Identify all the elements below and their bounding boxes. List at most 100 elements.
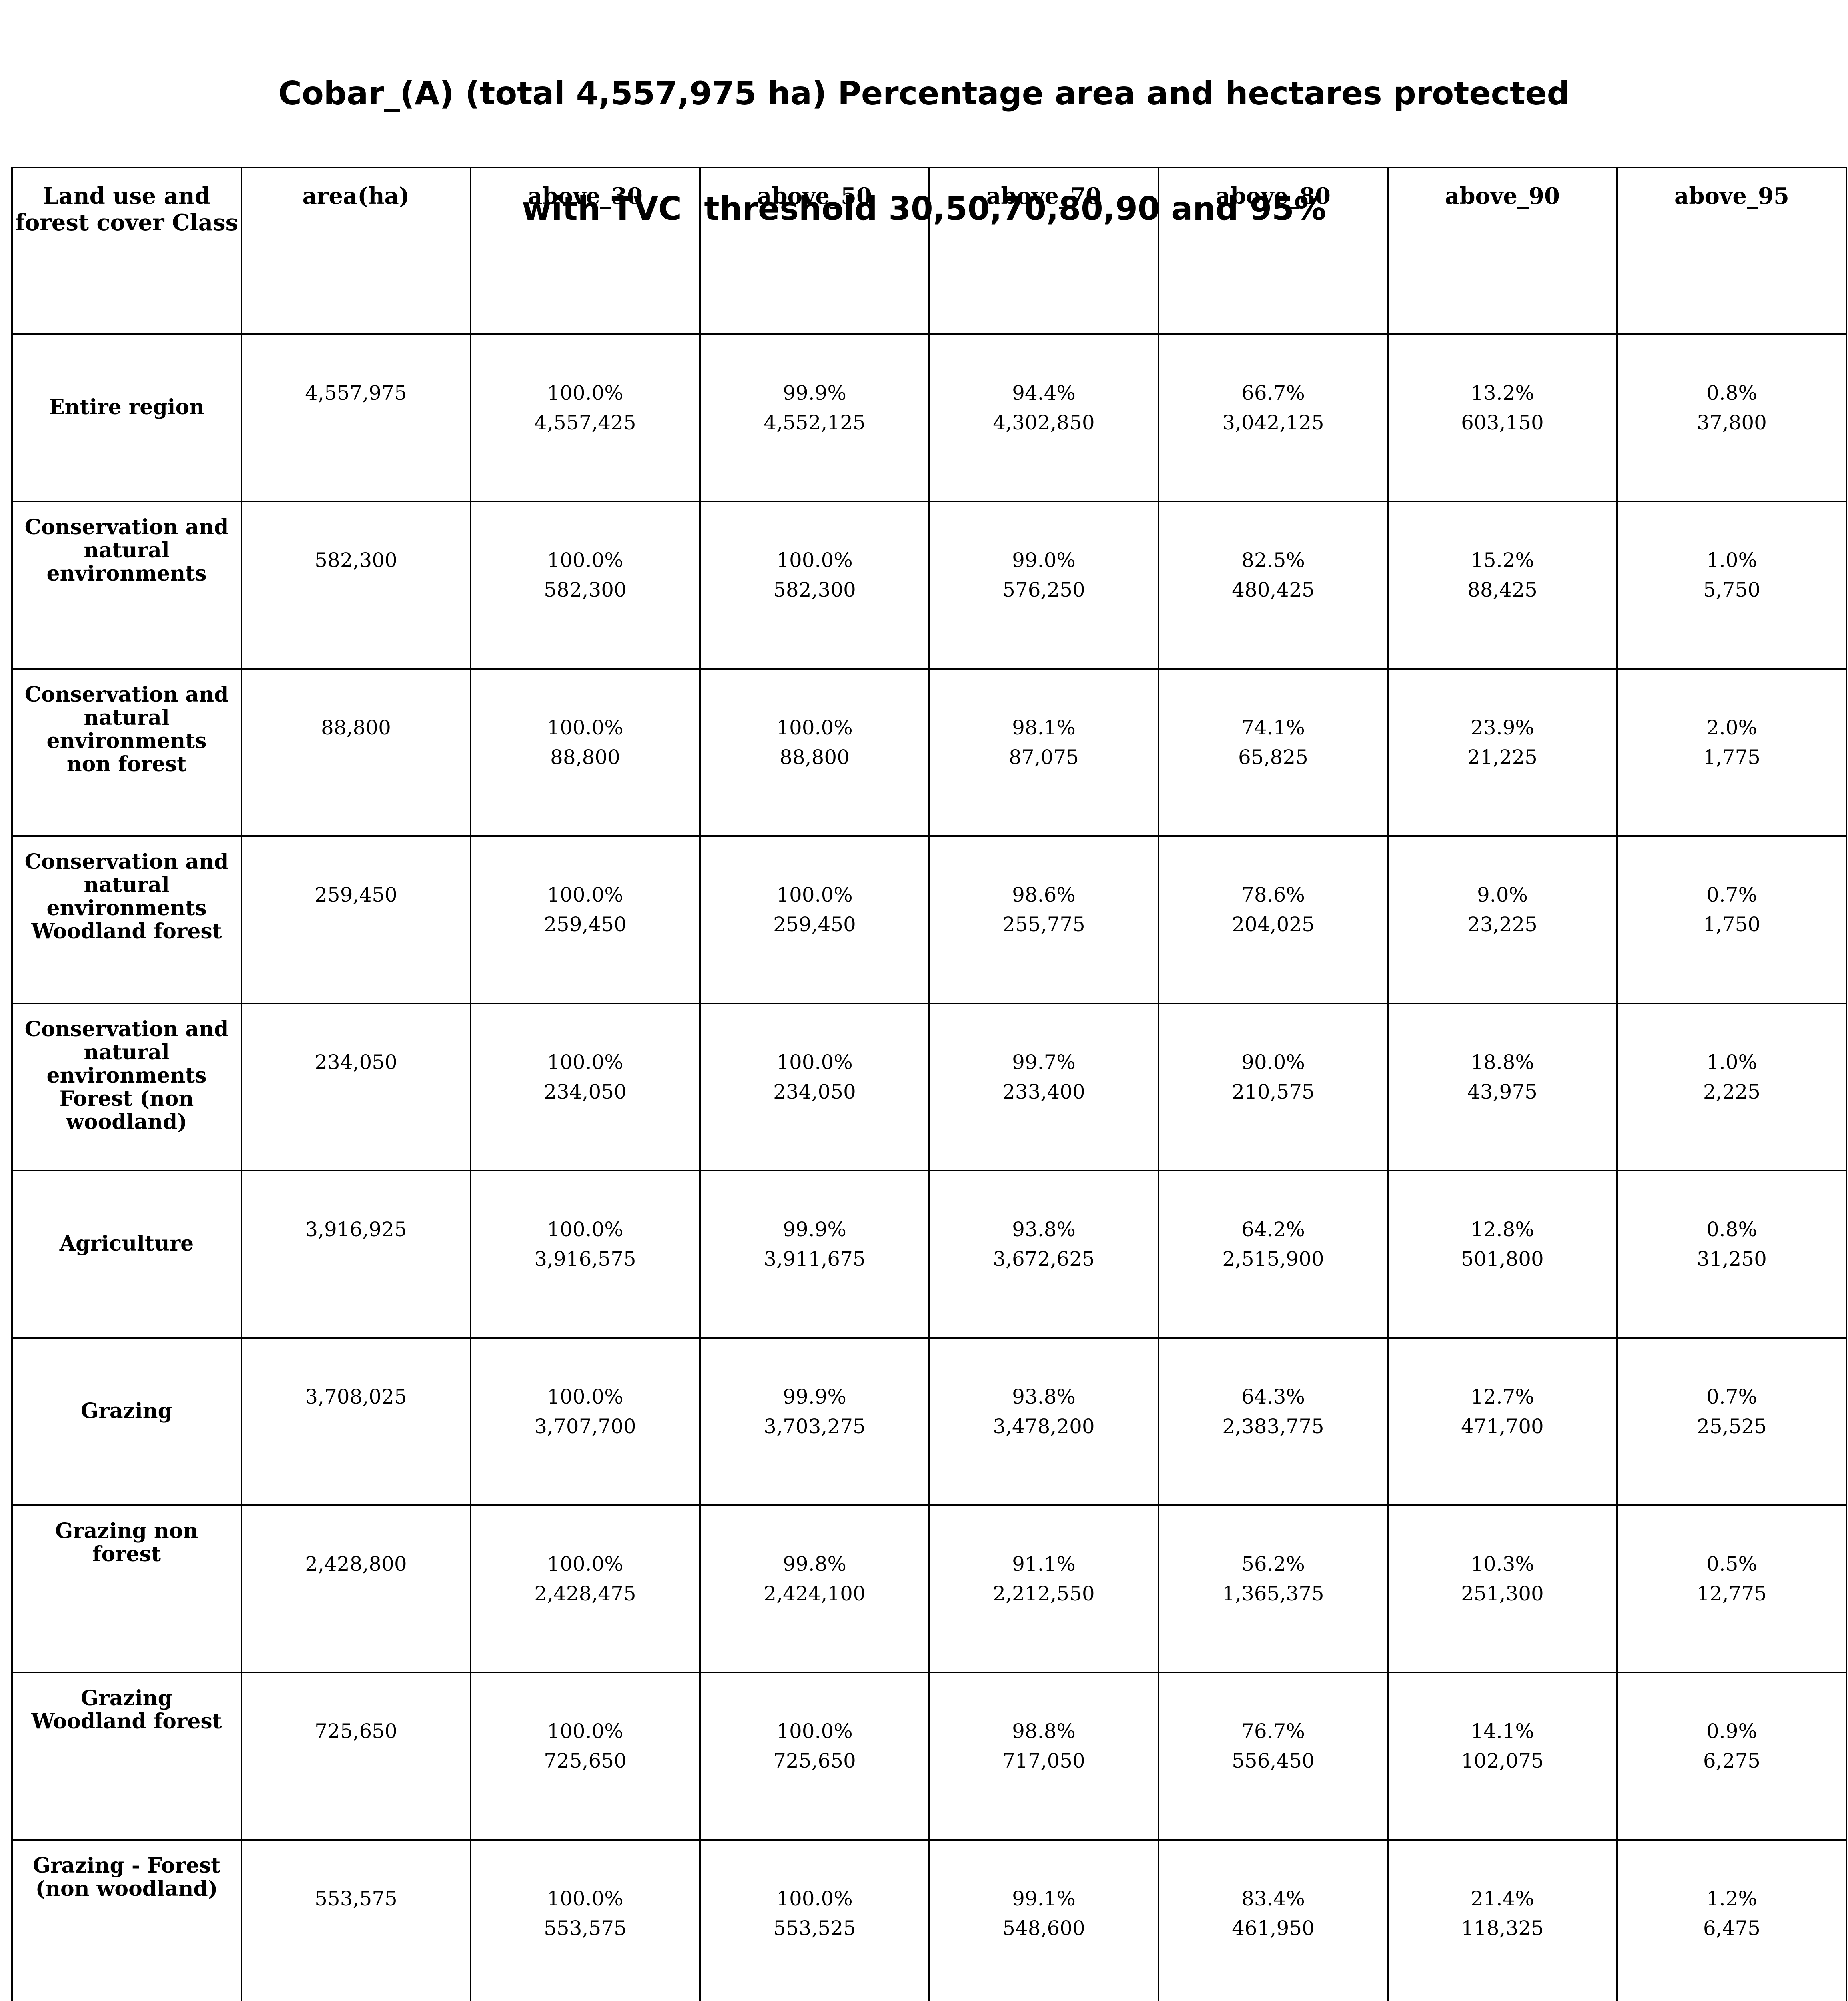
above-80-cell: 76.7% 556,450 [1158,1672,1389,1841]
above-90-cell: 12.7% 471,700 [1387,1337,1618,1506]
above-70-cell: 98.6% 255,775 [928,835,1159,1004]
pct-value: 100.0% [547,1051,623,1074]
ha-value: 3,916,575 [534,1247,636,1271]
ha-value: 556,450 [1232,1749,1315,1772]
above-70-cell: 94.4% 4,302,850 [928,333,1159,502]
pct-value: 100.0% [547,1887,623,1910]
area-cell: 88,800 [241,668,471,837]
above-80-cell: 90.0% 210,575 [1158,1003,1389,1171]
table-row: Entire region 4,557,975 100.0% 4,557,425 … [11,333,1847,502]
above-50-cell: 100.0% 259,450 [699,835,930,1004]
ha-value: 12,775 [1697,1582,1767,1605]
ha-value: 6,275 [1703,1749,1761,1772]
ha-value: 234,050 [544,1080,627,1103]
pct-value: 12.8% [1471,1218,1534,1241]
ha-value: 37,800 [1697,411,1767,434]
above-95-cell: 1.2% 6,475 [1616,1839,1847,2001]
above-30-cell: 100.0% 4,557,425 [470,333,701,502]
above-95-cell: 0.8% 31,250 [1616,1170,1847,1339]
ha-value: 725,650 [544,1749,627,1772]
pct-value: 100.0% [776,883,853,906]
pct-value: 99.8% [783,1552,846,1576]
pct-value: 99.9% [783,1385,846,1408]
ha-value: 2,212,550 [993,1582,1095,1605]
above-70-cell: 98.1% 87,075 [928,668,1159,837]
ha-value: 259,450 [773,913,856,936]
ha-value: 102,075 [1461,1749,1544,1772]
pct-value: 100.0% [547,1385,623,1408]
pct-value: 78.6% [1241,883,1305,906]
above-80-cell: 66.7% 3,042,125 [1158,333,1389,502]
above-95-cell: 0.9% 6,275 [1616,1672,1847,1841]
ha-value: 501,800 [1461,1247,1544,1271]
ha-value: 204,025 [1232,913,1315,936]
ha-value: 43,975 [1467,1080,1537,1103]
col-header-class: Land use and forest cover Class [11,167,242,335]
table-row: Conservation and natural environments Wo… [11,835,1847,1004]
ha-value: 4,302,850 [993,411,1095,434]
above-80-cell: 64.2% 2,515,900 [1158,1170,1389,1339]
pct-value: 83.4% [1241,1887,1305,1910]
table-header-row: Land use and forest cover Class area(ha)… [11,167,1847,335]
ha-value: 4,552,125 [764,411,866,434]
ha-value: 553,525 [773,1917,856,1940]
pct-value: 0.7% [1706,1385,1758,1408]
above-70-cell: 93.8% 3,478,200 [928,1337,1159,1506]
above-70-cell: 99.1% 548,600 [928,1839,1159,2001]
ha-value: 1,365,375 [1222,1582,1324,1605]
above-90-cell: 21.4% 118,325 [1387,1839,1618,2001]
pct-value: 100.0% [776,716,853,739]
row-class-label: Grazing Woodland forest [11,1672,242,1841]
ha-value: 3,478,200 [993,1415,1095,1438]
area-cell: 3,708,025 [241,1337,471,1506]
ha-value: 603,150 [1461,411,1544,434]
pct-value: 100.0% [547,381,623,405]
protection-table: Land use and forest cover Class area(ha)… [11,167,1847,2001]
above-95-cell: 2.0% 1,775 [1616,668,1847,837]
area-cell: 725,650 [241,1672,471,1841]
pct-value: 9.0% [1477,883,1528,906]
ha-value: 553,575 [544,1917,627,1940]
ha-value: 259,450 [544,913,627,936]
ha-value: 3,042,125 [1222,411,1324,434]
row-class-label: Entire region [11,333,242,502]
above-80-cell: 56.2% 1,365,375 [1158,1504,1389,1673]
pct-value: 99.0% [1012,549,1076,572]
pct-value: 99.9% [783,381,846,405]
above-70-cell: 93.8% 3,672,625 [928,1170,1159,1339]
area-cell: 553,575 [241,1839,471,2001]
pct-value: 15.2% [1471,549,1534,572]
above-50-cell: 100.0% 725,650 [699,1672,930,1841]
row-class-label: Grazing non forest [11,1504,242,1673]
ha-value: 6,475 [1703,1917,1761,1940]
table-row: Grazing - Forest (non woodland) 553,575 … [11,1839,1847,2001]
pct-value: 100.0% [547,716,623,739]
pct-value: 1.0% [1706,549,1758,572]
pct-value: 66.7% [1241,381,1305,405]
above-95-cell: 1.0% 2,225 [1616,1003,1847,1171]
pct-value: 100.0% [547,1552,623,1576]
ha-value: 2,515,900 [1222,1247,1324,1271]
table-row: Agriculture 3,916,925 100.0% 3,916,575 99… [11,1170,1847,1339]
pct-value: 93.8% [1012,1218,1076,1241]
above-70-cell: 99.7% 233,400 [928,1003,1159,1171]
table-row: Conservation and natural environments no… [11,668,1847,837]
above-30-cell: 100.0% 553,575 [470,1839,701,2001]
pct-value: 100.0% [547,1720,623,1743]
pct-value: 99.9% [783,1218,846,1241]
pct-value: 100.0% [547,1218,623,1241]
above-50-cell: 99.8% 2,424,100 [699,1504,930,1673]
pct-value: 23.9% [1471,716,1534,739]
above-80-cell: 83.4% 461,950 [1158,1839,1389,2001]
ha-value: 234,050 [773,1080,856,1103]
above-90-cell: 15.2% 88,425 [1387,501,1618,670]
area-cell: 4,557,975 [241,333,471,502]
col-header-above-95: above_95 [1616,167,1847,335]
pct-value: 100.0% [776,549,853,572]
area-cell: 582,300 [241,501,471,670]
ha-value: 471,700 [1461,1415,1544,1438]
above-30-cell: 100.0% 259,450 [470,835,701,1004]
row-class-label: Grazing - Forest (non woodland) [11,1839,242,2001]
ha-value: 25,525 [1697,1415,1767,1438]
